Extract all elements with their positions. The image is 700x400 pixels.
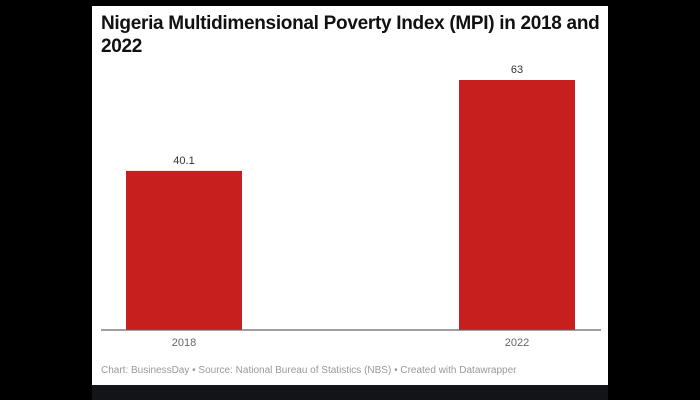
bottom-bar — [92, 385, 608, 400]
x-tick-label-2022: 2022 — [505, 337, 529, 349]
bar-2018 — [126, 170, 242, 330]
data-label-2018: 40.1 — [173, 155, 194, 167]
bar-2022 — [459, 80, 575, 330]
left-border — [0, 0, 92, 400]
chart-panel: Nigeria Multidimensional Poverty Index (… — [92, 6, 608, 385]
data-label-2022: 63 — [511, 64, 523, 76]
x-tick-label-2018: 2018 — [172, 337, 196, 349]
bar-chart: 40.1 2018 63 2022 — [101, 64, 601, 349]
chart-title: Nigeria Multidimensional Poverty Index (… — [101, 13, 600, 57]
chart-footer: Chart: BusinessDay • Source: National Bu… — [101, 365, 517, 376]
right-border — [608, 0, 700, 400]
